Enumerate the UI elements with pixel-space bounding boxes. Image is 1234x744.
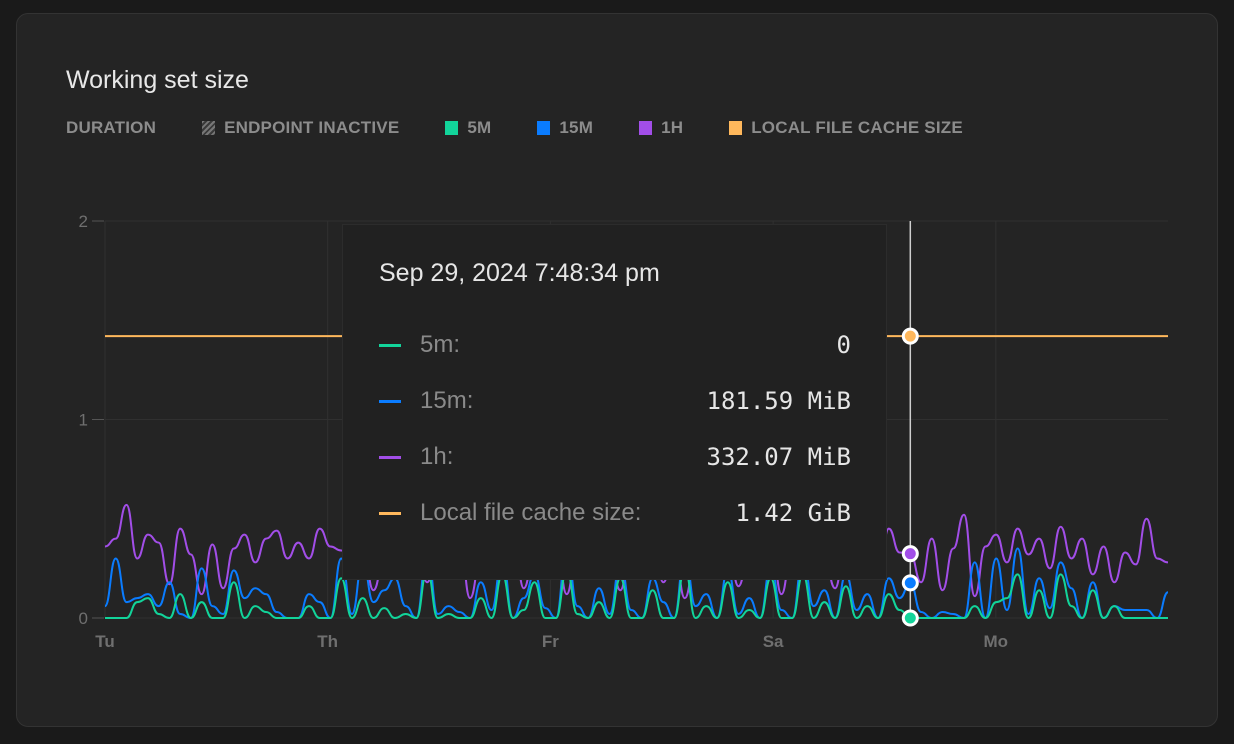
legend: DURATION ENDPOINT INACTIVE 5M 15M 1H LOC… <box>66 118 1009 138</box>
hover-point-5m <box>901 609 919 627</box>
legend-label: 1H <box>661 118 684 137</box>
tooltip-label: 1h: <box>420 443 454 470</box>
tooltip-value: 332.07 MiB <box>706 443 852 471</box>
y-tick-label: 2 <box>79 212 88 231</box>
x-tick-label: Th <box>317 632 338 651</box>
tooltip-row-cache: Local file cache size: 1.42 GiB <box>379 498 851 528</box>
tooltip-label: Local file cache size: <box>420 499 642 526</box>
tooltip-date: Sep 29, 2024 7:48:34 pm <box>379 259 660 287</box>
legend-item-1h[interactable]: 1H <box>639 118 683 138</box>
tooltip-row-1h: 1h: 332.07 MiB <box>379 442 851 472</box>
x-tick-label: Tu <box>95 632 115 651</box>
legend-label: LOCAL FILE CACHE SIZE <box>751 118 963 137</box>
series-dash-icon <box>379 511 401 515</box>
y-tick-label: 1 <box>79 411 88 430</box>
series-dash-icon <box>379 343 401 347</box>
tooltip-value: 0 <box>836 331 851 359</box>
tooltip-label: 15m: <box>420 387 474 414</box>
legend-label: 5M <box>467 118 492 137</box>
swatch-icon <box>639 121 653 135</box>
legend-item-cache-size[interactable]: LOCAL FILE CACHE SIZE <box>729 118 963 138</box>
x-tick-label: Sa <box>763 632 784 651</box>
x-tick-label: Fr <box>542 632 559 651</box>
hatch-swatch-icon <box>202 121 216 135</box>
chart-title: Working set size <box>66 66 249 94</box>
y-tick-label: 0 <box>79 609 88 628</box>
series-line-5m <box>105 567 1168 619</box>
tooltip-value: 181.59 MiB <box>706 387 852 415</box>
tooltip-label: 5m: <box>420 331 461 358</box>
legend-item-15m[interactable]: 15M <box>537 118 593 138</box>
hover-point-1h <box>901 545 919 563</box>
legend-item-5m[interactable]: 5M <box>445 118 491 138</box>
x-tick-label: Mo <box>984 632 1009 651</box>
tooltip: Sep 29, 2024 7:48:34 pm 5m: 0 15m: 181.59 … <box>342 224 887 580</box>
series-dash-icon <box>379 399 401 403</box>
legend-label: 15M <box>559 118 594 137</box>
series-dash-icon <box>379 455 401 459</box>
swatch-icon <box>537 121 551 135</box>
legend-item-endpoint-inactive[interactable]: ENDPOINT INACTIVE <box>202 118 399 138</box>
swatch-icon <box>445 121 459 135</box>
tooltip-value: 1.42 GiB <box>735 499 851 527</box>
hover-point-local-file-cache-size <box>901 327 919 345</box>
legend-label: ENDPOINT INACTIVE <box>224 118 400 137</box>
hover-point-15m <box>901 574 919 592</box>
tooltip-row-5m: 5m: 0 <box>379 330 851 360</box>
tooltip-row-15m: 15m: 181.59 MiB <box>379 386 851 416</box>
legend-heading-label: DURATION <box>66 118 157 137</box>
swatch-icon <box>729 121 743 135</box>
legend-heading: DURATION <box>66 118 156 138</box>
